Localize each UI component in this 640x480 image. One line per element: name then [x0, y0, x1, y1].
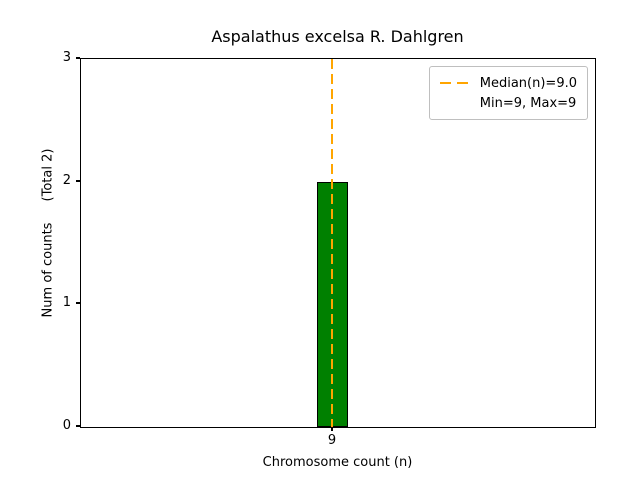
y-axis-label: Num of counts: [40, 222, 56, 318]
legend-entry-median: Median(n)=9.0: [439, 73, 577, 93]
y-tick-mark-0: [76, 425, 80, 427]
y-axis: 0 1 2 3: [0, 50, 80, 433]
y-tick-label-0: 0: [62, 418, 71, 433]
y-tick-label-2: 2: [62, 172, 71, 188]
y-tick-label-1: 1: [62, 295, 71, 311]
x-axis-label: Chromosome count (n): [262, 455, 413, 470]
plot-area: Median(n)=9.0 Min=9, Max=9: [80, 58, 596, 428]
y-tick-mark-1: [76, 302, 80, 305]
legend: Median(n)=9.0 Min=9, Max=9: [428, 66, 588, 120]
y-tick-mark-3: [76, 57, 80, 59]
y-tick-mark-2: [76, 179, 80, 182]
legend-label-median: Median(n)=9.0: [479, 75, 577, 91]
x-tick-label: 9: [327, 433, 337, 448]
legend-entry-minmax: Min=9, Max=9: [440, 93, 577, 113]
y-tick-label-3: 3: [62, 50, 71, 65]
legend-median-dashed-line-icon: [439, 82, 472, 84]
median-line: [331, 59, 333, 427]
chart-title: Aspalathus excelsa R. Dahlgren: [211, 27, 464, 46]
legend-label-minmax: Min=9, Max=9: [479, 95, 577, 111]
legend-empty-handle: [440, 102, 472, 104]
x-tick-mark: [331, 427, 333, 431]
y-axis-total-note: (Total 2): [40, 148, 56, 202]
